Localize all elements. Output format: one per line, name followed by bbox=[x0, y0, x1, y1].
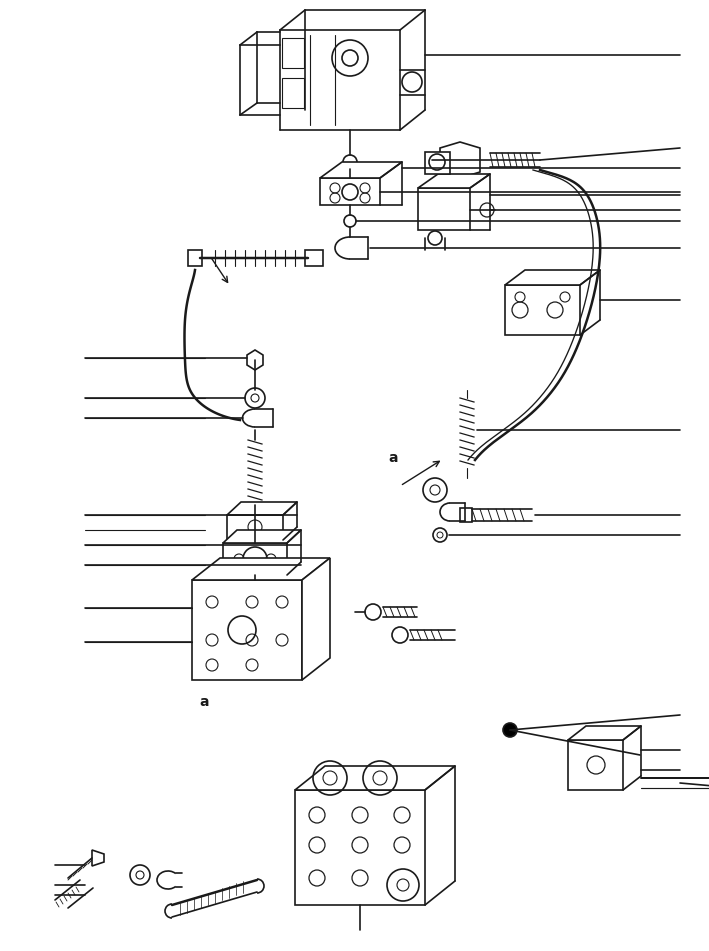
Polygon shape bbox=[247, 350, 263, 370]
Polygon shape bbox=[192, 558, 330, 580]
Polygon shape bbox=[192, 580, 302, 680]
Bar bbox=[282, 38, 304, 68]
Circle shape bbox=[503, 723, 517, 737]
Polygon shape bbox=[460, 508, 472, 522]
Polygon shape bbox=[227, 515, 283, 540]
Polygon shape bbox=[505, 270, 600, 285]
Bar bbox=[282, 78, 304, 108]
Polygon shape bbox=[425, 152, 450, 174]
Polygon shape bbox=[440, 142, 480, 178]
Polygon shape bbox=[295, 790, 425, 905]
Polygon shape bbox=[568, 726, 641, 740]
Bar bbox=[305, 250, 323, 266]
Polygon shape bbox=[223, 530, 301, 543]
Polygon shape bbox=[418, 174, 490, 188]
Polygon shape bbox=[505, 285, 580, 335]
Polygon shape bbox=[92, 850, 104, 866]
Polygon shape bbox=[227, 502, 297, 515]
Bar bbox=[188, 250, 202, 266]
Polygon shape bbox=[320, 162, 402, 178]
Text: a: a bbox=[389, 451, 398, 465]
Polygon shape bbox=[302, 558, 330, 680]
Polygon shape bbox=[568, 740, 623, 790]
Polygon shape bbox=[295, 766, 455, 790]
Text: a: a bbox=[199, 695, 208, 709]
Polygon shape bbox=[223, 543, 287, 575]
Polygon shape bbox=[418, 188, 470, 230]
Polygon shape bbox=[320, 178, 380, 205]
